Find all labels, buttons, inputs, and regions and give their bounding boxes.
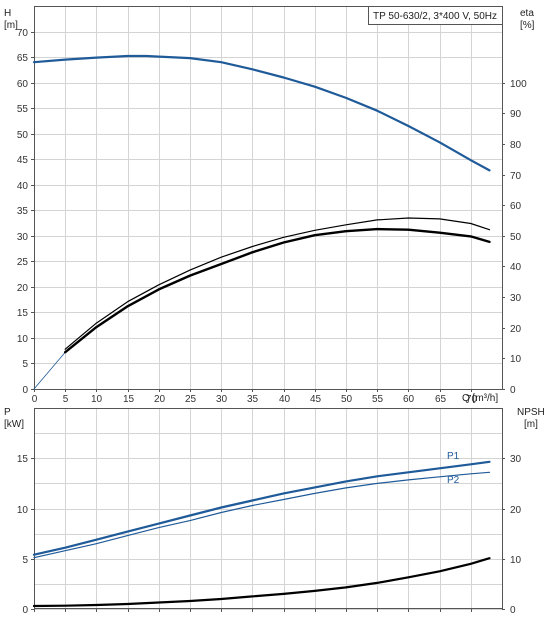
series-line-3 bbox=[64, 227, 491, 354]
flow-axis-label: Q [m³/h] bbox=[462, 393, 498, 404]
x-tick-label: 35 bbox=[247, 394, 259, 405]
y2-tick-label: 60 bbox=[510, 201, 522, 212]
series-line-1 bbox=[33, 471, 491, 559]
power-unit-label: [kW] bbox=[4, 419, 24, 430]
y-tick-label: 15 bbox=[17, 308, 29, 319]
y-tick-label: 70 bbox=[17, 28, 29, 39]
y2-tick-label: 80 bbox=[510, 140, 522, 151]
series-line-0 bbox=[32, 460, 491, 556]
series-line-1 bbox=[33, 351, 66, 390]
y-tick-label: 35 bbox=[17, 206, 29, 217]
npsh-axis-label: NPSH bbox=[517, 407, 545, 418]
y2-tick-label: 30 bbox=[510, 293, 522, 304]
lower-panel-ticks: 0 5 10 15 0 10 20 30 bbox=[17, 454, 522, 616]
x-tick-label: 70 bbox=[466, 394, 478, 405]
title-box bbox=[368, 6, 503, 25]
upper-panel-grid bbox=[34, 6, 502, 390]
npsh-unit-label: [m] bbox=[524, 419, 538, 430]
y-tick-label: 0 bbox=[22, 605, 28, 616]
x-tick-label: 50 bbox=[341, 394, 353, 405]
y-tick-label: 45 bbox=[17, 155, 29, 166]
x-tick-label: 60 bbox=[403, 394, 415, 405]
series-line-2 bbox=[32, 557, 491, 608]
x-tick-label: 10 bbox=[91, 394, 103, 405]
y2-tick-label: 90 bbox=[510, 109, 522, 120]
head-axis-label: H bbox=[4, 8, 11, 19]
x-tick-label: 0 bbox=[32, 394, 38, 405]
series-label-p2: P2 bbox=[447, 475, 460, 486]
upper-panel-curves bbox=[32, 54, 491, 390]
power-axis-label: P bbox=[4, 407, 11, 418]
y-tick-label: 5 bbox=[22, 555, 28, 566]
y-tick-label: 10 bbox=[17, 334, 29, 345]
series-label-p1: P1 bbox=[447, 451, 460, 462]
y2-tick-label: 50 bbox=[510, 232, 522, 243]
x-tick-label: 25 bbox=[185, 394, 197, 405]
upper-panel-frame bbox=[34, 6, 503, 390]
y-tick-label: 5 bbox=[22, 359, 28, 370]
y2-tick-label: 0 bbox=[510, 385, 516, 396]
y-tick-label: 55 bbox=[17, 104, 29, 115]
y-tick-label: 65 bbox=[17, 53, 29, 64]
y-tick-label: 15 bbox=[17, 454, 29, 465]
x-tick-label: 5 bbox=[63, 394, 69, 405]
y-tick-label: 10 bbox=[17, 505, 29, 516]
y2-tick-label: 10 bbox=[510, 555, 522, 566]
series-line-0 bbox=[32, 54, 491, 172]
x-tick-label: 30 bbox=[216, 394, 228, 405]
y2-tick-label: 30 bbox=[510, 454, 522, 465]
y-tick-label: 20 bbox=[17, 283, 29, 294]
lower-panel-curves bbox=[32, 460, 491, 608]
lower-panel-grid bbox=[34, 408, 502, 610]
y2-tick-label: 100 bbox=[510, 79, 527, 90]
y-tick-label: 25 bbox=[17, 257, 29, 268]
head-unit-label: [m] bbox=[4, 20, 18, 31]
x-tick-label: 45 bbox=[310, 394, 322, 405]
y2-tick-label: 0 bbox=[510, 605, 516, 616]
y2-tick-label: 10 bbox=[510, 354, 522, 365]
x-tick-label: 55 bbox=[372, 394, 384, 405]
chart-title: TP 50-630/2, 3*400 V, 50Hz bbox=[373, 11, 497, 22]
y2-tick-label: 40 bbox=[510, 262, 522, 273]
x-tick-label: 20 bbox=[154, 394, 166, 405]
y2-tick-label: 20 bbox=[510, 324, 522, 335]
upper-panel-ticks: 0 5 10 15 20 25 30 35 40 45 50 55 60 65 70 0 5 10 15 20 25 30… bbox=[17, 28, 527, 405]
y-tick-label: 40 bbox=[17, 181, 29, 192]
lower-panel-frame bbox=[34, 408, 503, 609]
y-tick-label: 50 bbox=[17, 130, 29, 141]
x-tick-label: 15 bbox=[123, 394, 135, 405]
eta-axis-label: eta bbox=[520, 8, 534, 19]
y2-tick-label: 20 bbox=[510, 505, 522, 516]
y-tick-label: 0 bbox=[22, 385, 28, 396]
y-tick-label: 30 bbox=[17, 232, 29, 243]
x-tick-label: 40 bbox=[279, 394, 291, 405]
eta-unit-label: [%] bbox=[520, 20, 535, 31]
x-tick-label: 65 bbox=[435, 394, 447, 405]
y-tick-label: 60 bbox=[17, 79, 29, 90]
y2-tick-label: 70 bbox=[510, 171, 522, 182]
series-line-2 bbox=[64, 217, 491, 350]
